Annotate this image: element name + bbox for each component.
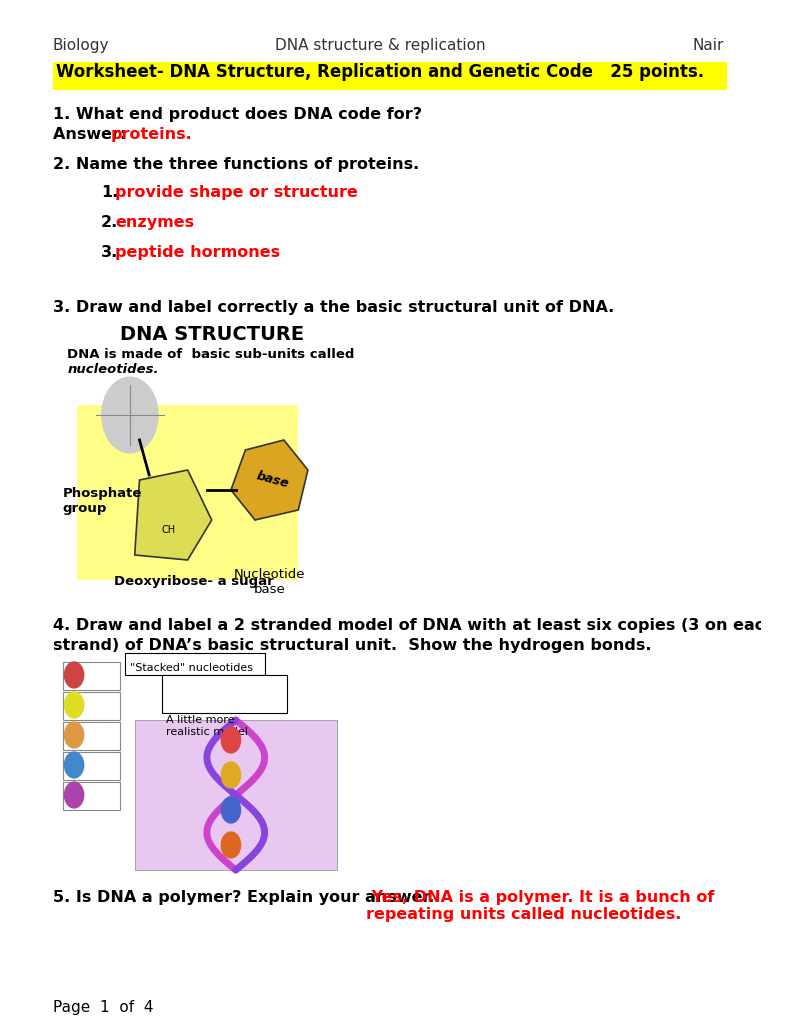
Text: 3. Draw and label correctly a the basic structural unit of DNA.: 3. Draw and label correctly a the basic … <box>53 300 614 315</box>
Text: A little more
realistic model: A little more realistic model <box>165 715 248 736</box>
Text: Nair: Nair <box>693 38 725 53</box>
FancyBboxPatch shape <box>125 653 265 675</box>
FancyBboxPatch shape <box>62 782 120 810</box>
Text: DNA structure & replication: DNA structure & replication <box>274 38 486 53</box>
Circle shape <box>221 833 240 858</box>
Polygon shape <box>231 440 308 520</box>
FancyBboxPatch shape <box>134 720 337 870</box>
Text: proteins.: proteins. <box>111 127 192 142</box>
Text: 5. Is DNA a polymer? Explain your answer.: 5. Is DNA a polymer? Explain your answer… <box>53 890 434 905</box>
Text: Answer:: Answer: <box>53 127 132 142</box>
Text: Page  1  of  4: Page 1 of 4 <box>53 1000 153 1015</box>
Text: Phosphate
group: Phosphate group <box>62 487 142 515</box>
Polygon shape <box>134 470 212 560</box>
Circle shape <box>65 663 84 688</box>
Circle shape <box>65 692 84 718</box>
Text: Nucleotide
base: Nucleotide base <box>233 568 305 596</box>
Text: 3.: 3. <box>101 245 119 260</box>
Text: strand) of DNA’s basic structural unit.  Show the hydrogen bonds.: strand) of DNA’s basic structural unit. … <box>53 638 652 653</box>
Circle shape <box>65 782 84 808</box>
Circle shape <box>65 752 84 778</box>
Text: provide shape or structure: provide shape or structure <box>115 185 358 200</box>
Text: 2.: 2. <box>101 215 119 230</box>
Circle shape <box>221 797 240 823</box>
Text: enzymes: enzymes <box>115 215 195 230</box>
Circle shape <box>65 722 84 748</box>
Text: 1.: 1. <box>101 185 119 200</box>
FancyBboxPatch shape <box>62 722 120 750</box>
FancyBboxPatch shape <box>77 406 298 580</box>
FancyBboxPatch shape <box>62 752 120 780</box>
Circle shape <box>221 762 240 787</box>
Text: peptide hormones: peptide hormones <box>115 245 281 260</box>
Text: DNA STRUCTURE: DNA STRUCTURE <box>119 325 304 344</box>
Text: base: base <box>255 469 290 490</box>
Text: nucleotides.: nucleotides. <box>67 362 159 376</box>
Text: 2. Name the three functions of proteins.: 2. Name the three functions of proteins. <box>53 157 419 172</box>
FancyBboxPatch shape <box>161 675 287 713</box>
Text: 1. What end product does DNA code for?: 1. What end product does DNA code for? <box>53 106 422 122</box>
Text: Worksheet- DNA Structure, Replication and Genetic Code   25 points.: Worksheet- DNA Structure, Replication an… <box>56 63 704 81</box>
FancyBboxPatch shape <box>62 692 120 720</box>
Text: Biology: Biology <box>53 38 109 53</box>
Text: CH: CH <box>161 525 176 535</box>
Text: Yes, DNA is a polymer. It is a bunch of
repeating units called nucleotides.: Yes, DNA is a polymer. It is a bunch of … <box>365 890 714 923</box>
Circle shape <box>221 727 240 753</box>
FancyBboxPatch shape <box>62 662 120 690</box>
Text: Deoxyribose- a sugar: Deoxyribose- a sugar <box>114 575 274 588</box>
Text: DNA is made of  basic sub-units called: DNA is made of basic sub-units called <box>67 348 354 361</box>
Text: 4. Draw and label a 2 stranded model of DNA with at least six copies (3 on each: 4. Draw and label a 2 stranded model of … <box>53 618 776 633</box>
FancyBboxPatch shape <box>53 62 726 90</box>
Text: "Stacked" nucleotides: "Stacked" nucleotides <box>130 663 253 673</box>
Circle shape <box>102 377 158 453</box>
